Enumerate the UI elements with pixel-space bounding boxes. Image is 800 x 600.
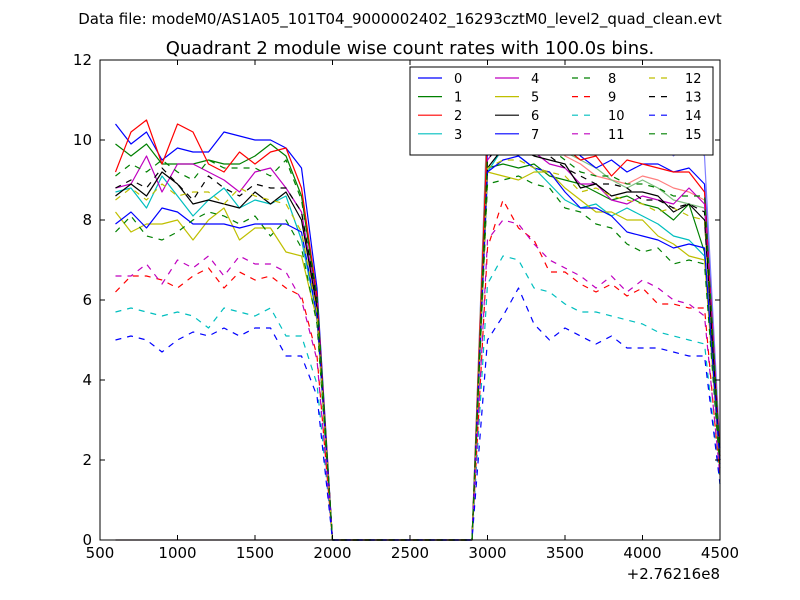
legend-label-6: 6 xyxy=(531,109,539,124)
x-tick-label: 4000 xyxy=(623,544,661,562)
y-tick-label: 6 xyxy=(82,291,92,309)
x-tick-label: 1500 xyxy=(236,544,274,562)
series-line-2 xyxy=(114,95,721,541)
plot-area-frame xyxy=(99,59,721,541)
x-tick-label: 1000 xyxy=(158,544,196,562)
legend-label-9: 9 xyxy=(608,91,616,106)
x-tick-label: 2500 xyxy=(391,544,429,562)
series-line-10 xyxy=(115,255,721,541)
legend-label-1: 1 xyxy=(454,91,462,106)
x-tick-label: 3000 xyxy=(468,544,506,562)
y-tick-label: 12 xyxy=(73,51,92,69)
y-tick-label: 10 xyxy=(73,131,92,149)
legend-label-11: 11 xyxy=(608,128,625,143)
legend-label-7: 7 xyxy=(531,128,539,143)
series-line-9 xyxy=(115,199,721,541)
series-line-0 xyxy=(115,99,721,541)
legend-label-5: 5 xyxy=(531,91,539,106)
x-offset-label: +2.76216e8 xyxy=(627,565,720,583)
legend-label-8: 8 xyxy=(608,72,616,87)
y-tick-label: 0 xyxy=(82,531,92,549)
x-tick-label: 2000 xyxy=(313,544,351,562)
series-line-8 xyxy=(115,175,721,541)
legend-label-14: 14 xyxy=(685,109,702,124)
x-tick-label: 3500 xyxy=(546,544,584,562)
series-line-5 xyxy=(115,171,721,541)
series-line-3 xyxy=(115,147,721,541)
chart-suptitle: Data file: modeM0/AS1A05_101T04_90000024… xyxy=(78,10,722,29)
legend-label-0: 0 xyxy=(454,72,462,87)
series-line-6 xyxy=(115,147,721,541)
legend-label-12: 12 xyxy=(685,72,702,87)
series-line-12 xyxy=(115,159,721,541)
series-line-extra-17 xyxy=(115,99,721,541)
series-line-11 xyxy=(115,219,721,541)
legend-label-10: 10 xyxy=(608,109,625,124)
legend-label-13: 13 xyxy=(685,91,702,106)
legend-label-15: 15 xyxy=(685,128,702,143)
legend-frame xyxy=(409,66,714,156)
legend-label-2: 2 xyxy=(454,109,462,124)
legend-label-4: 4 xyxy=(531,72,539,87)
axes: 500 1000 1500 2000 2500 3000 3500 4000 4500 0 2 4 6 8… xyxy=(73,51,739,562)
legend-label-3: 3 xyxy=(454,128,462,143)
y-tick-label: 8 xyxy=(82,211,92,229)
y-tick-label: 2 xyxy=(82,451,92,469)
x-tick-label: 4500 xyxy=(701,544,739,562)
y-tick-label: 4 xyxy=(82,371,92,389)
x-tick-label: 500 xyxy=(86,544,115,562)
chart-title: Quadrant 2 module wise count rates with … xyxy=(166,38,655,59)
